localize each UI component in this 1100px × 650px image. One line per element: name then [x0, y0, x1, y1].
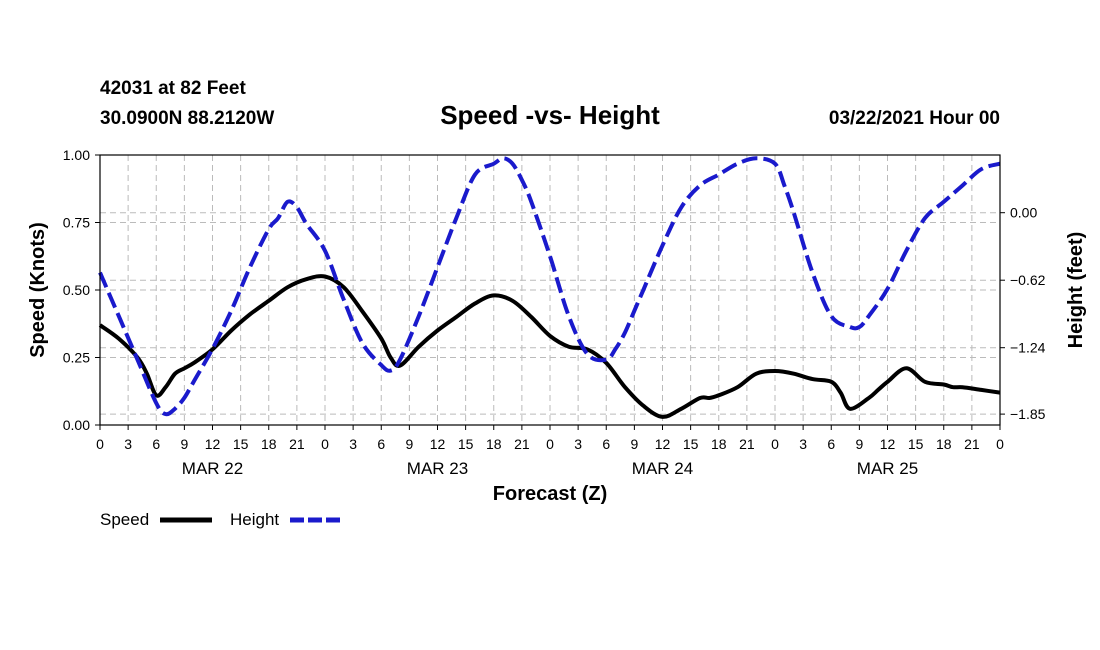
legend-height-label: Height [230, 510, 279, 529]
chart-title: Speed -vs- Height [440, 100, 660, 130]
height-series-line [98, 156, 1001, 417]
x-tick-label: 3 [124, 436, 132, 452]
x-tick-label: 0 [996, 436, 1004, 452]
day-label: MAR 25 [857, 459, 918, 478]
x-tick-label: 18 [486, 436, 502, 452]
left-y-axis-ticks: 0.00 0.25 0.50 0.75 1.00 [63, 147, 100, 433]
x-tick-label: 3 [799, 436, 807, 452]
x-tick-label: 6 [152, 436, 160, 452]
x-tick-label: 6 [827, 436, 835, 452]
day-label: MAR 24 [632, 459, 693, 478]
right-y-tick-label: −1.85 [1010, 406, 1046, 422]
x-tick-label: 21 [514, 436, 530, 452]
legend-speed-label: Speed [100, 510, 149, 529]
x-tick-label: 15 [683, 436, 699, 452]
x-tick-label: 12 [205, 436, 221, 452]
coords-label: 30.0900N 88.2120W [100, 108, 274, 129]
x-tick-label: 12 [430, 436, 446, 452]
right-y-tick-label: 0.00 [1010, 205, 1037, 221]
left-y-tick-label: 1.00 [63, 147, 90, 163]
left-y-axis-label: Speed (Knots) [27, 222, 49, 358]
x-tick-label: 21 [964, 436, 980, 452]
x-tick-label: 9 [855, 436, 863, 452]
x-tick-label: 12 [655, 436, 671, 452]
day-label: MAR 23 [407, 459, 468, 478]
x-tick-label: 18 [261, 436, 277, 452]
right-y-axis-ticks: 0.00 −0.62 −1.24 −1.85 [1000, 205, 1046, 422]
left-y-tick-label: 0.00 [63, 417, 90, 433]
series-group [98, 156, 1001, 419]
datetime-label: 03/22/2021 Hour 00 [829, 108, 1000, 129]
station-label: 42031 at 82 Feet [100, 78, 246, 99]
x-axis-label: Forecast (Z) [493, 483, 607, 505]
x-tick-label: 21 [739, 436, 755, 452]
x-tick-label: 18 [711, 436, 727, 452]
left-y-tick-label: 0.25 [63, 350, 90, 366]
x-tick-label: 6 [377, 436, 385, 452]
x-tick-label: 3 [574, 436, 582, 452]
plot-frame [99, 154, 1001, 426]
grid-lines [100, 155, 1000, 425]
x-tick-label: 0 [546, 436, 554, 452]
x-tick-label: 21 [289, 436, 305, 452]
right-y-axis-label: Height (feet) [1065, 232, 1087, 349]
x-tick-label: 15 [908, 436, 924, 452]
x-tick-label: 3 [349, 436, 357, 452]
x-tick-label: 9 [180, 436, 188, 452]
x-tick-label: 9 [630, 436, 638, 452]
x-tick-label: 18 [936, 436, 952, 452]
x-tick-label: 0 [96, 436, 104, 452]
speed-series-line [98, 274, 1001, 419]
x-tick-label: 6 [602, 436, 610, 452]
x-tick-label: 9 [405, 436, 413, 452]
legend: Speed Height [100, 510, 342, 529]
x-axis-ticks: 0 3 6 9 12 15 18 21 0 3 6 9 12 15 18 21 0 3 6 9 12 15 18 21 0 3 6 9… [96, 425, 1004, 478]
left-y-tick-label: 0.75 [63, 215, 90, 231]
right-y-tick-label: −0.62 [1010, 272, 1046, 288]
x-tick-label: 12 [880, 436, 896, 452]
x-tick-label: 0 [771, 436, 779, 452]
right-y-tick-label: −1.24 [1010, 340, 1046, 356]
x-tick-label: 15 [458, 436, 474, 452]
x-tick-label: 0 [321, 436, 329, 452]
x-tick-label: 15 [233, 436, 249, 452]
left-y-tick-label: 0.50 [63, 282, 90, 298]
day-label: MAR 22 [182, 459, 243, 478]
